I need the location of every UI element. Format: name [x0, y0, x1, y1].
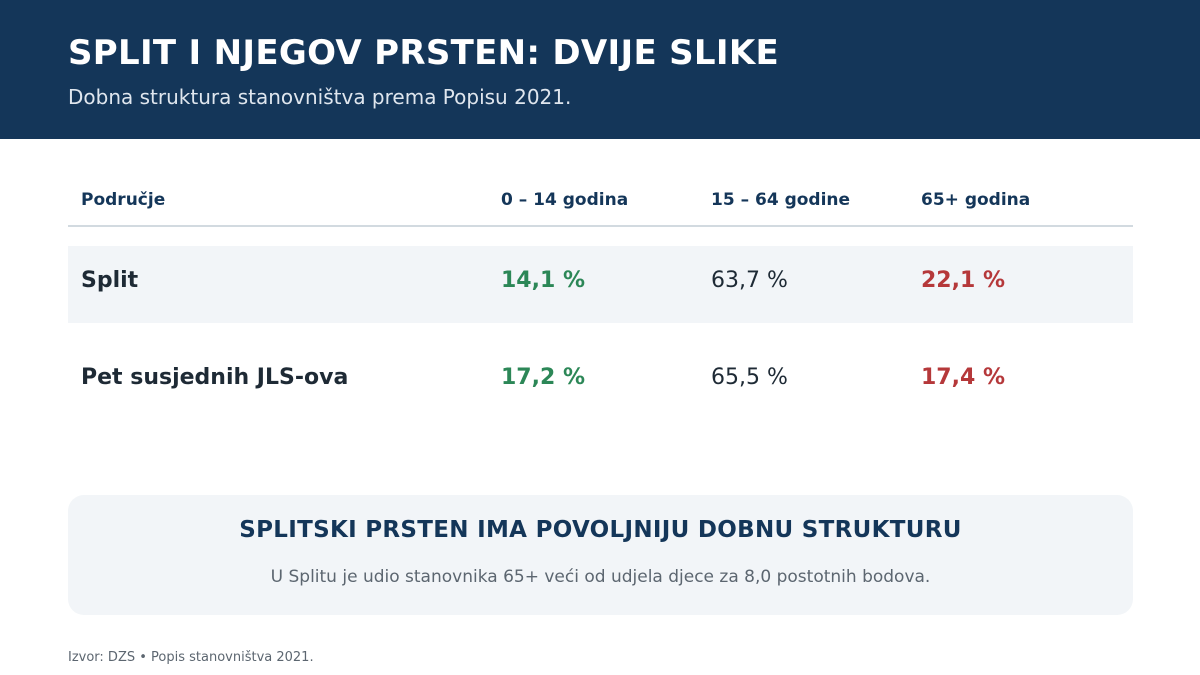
- page-title: SPLIT I NJEGOV PRSTEN: DVIJE SLIKE: [68, 33, 779, 73]
- table-row: Pet susjednih JLS-ova 17,2 % 65,5 % 17,4…: [68, 343, 1133, 420]
- page-subtitle: Dobna struktura stanovništva prema Popis…: [68, 85, 572, 109]
- share-age-0-14: 14,1 %: [501, 268, 585, 293]
- conclusion-panel: SPLITSKI PRSTEN IMA POVOLJNIJU DOBNU STR…: [68, 495, 1133, 615]
- share-age-65-plus: 17,4 %: [921, 365, 1005, 390]
- conclusion-text: U Splitu je udio stanovnika 65+ veći od …: [270, 567, 931, 587]
- conclusion-title: SPLITSKI PRSTEN IMA POVOLJNIJU DOBNU STR…: [239, 517, 962, 543]
- column-header-age-0-14: 0 – 14 godina: [501, 190, 629, 210]
- table-header: Područje 0 – 14 godina 15 – 64 godine 65…: [68, 174, 1133, 227]
- share-age-15-64: 63,7 %: [711, 268, 788, 293]
- column-header-age-15-64: 15 – 64 godine: [711, 190, 851, 210]
- area-name: Pet susjednih JLS-ova: [81, 365, 349, 390]
- column-header-area: Područje: [81, 190, 166, 210]
- age-structure-table: Područje 0 – 14 godina 15 – 64 godine 65…: [68, 174, 1133, 420]
- header-banner: SPLIT I NJEGOV PRSTEN: DVIJE SLIKE Dobna…: [0, 0, 1200, 139]
- source-note: Izvor: DZS • Popis stanovništva 2021.: [68, 650, 314, 665]
- share-age-65-plus: 22,1 %: [921, 268, 1005, 293]
- share-age-15-64: 65,5 %: [711, 365, 788, 390]
- column-header-age-65-plus: 65+ godina: [921, 190, 1031, 210]
- area-name: Split: [81, 268, 139, 293]
- share-age-0-14: 17,2 %: [501, 365, 585, 390]
- table-row: Split 14,1 % 63,7 % 22,1 %: [68, 246, 1133, 323]
